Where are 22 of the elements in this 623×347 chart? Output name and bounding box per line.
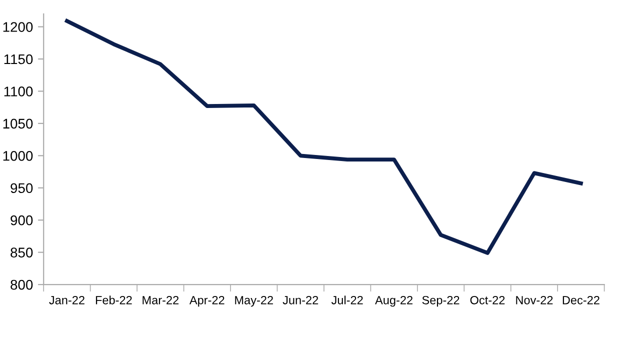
y-tick-label: 1000 <box>3 150 33 161</box>
x-tick-label: Mar-22 <box>142 296 179 304</box>
x-tick-label: Jul-22 <box>331 296 363 304</box>
y-tick-label: 800 <box>10 280 33 290</box>
x-tick-label: Oct-22 <box>470 296 505 304</box>
x-tick-label: Sep-22 <box>422 296 460 307</box>
y-tick-label: 1100 <box>4 86 33 96</box>
x-tick-label: Apr-22 <box>189 296 224 307</box>
x-tick-label: Aug-22 <box>375 296 412 307</box>
x-tick-label: Jan-22 <box>49 296 84 304</box>
x-tick-label: Dec-22 <box>562 296 600 304</box>
line-series <box>65 19 583 255</box>
y-tick-label: 950 <box>10 183 33 194</box>
x-tick-label: May-22 <box>235 296 273 307</box>
y-tick-label: 1050 <box>3 118 33 129</box>
y-tick-label: 1200 <box>3 22 33 32</box>
y-tick-label: 850 <box>10 248 33 258</box>
y-tick-label: 1150 <box>4 54 33 64</box>
x-tick-label: Feb-22 <box>96 296 132 304</box>
x-tick-label: Jun-22 <box>282 296 318 304</box>
y-tick-label: 900 <box>10 215 33 226</box>
x-tick-label: Nov-22 <box>516 296 553 304</box>
